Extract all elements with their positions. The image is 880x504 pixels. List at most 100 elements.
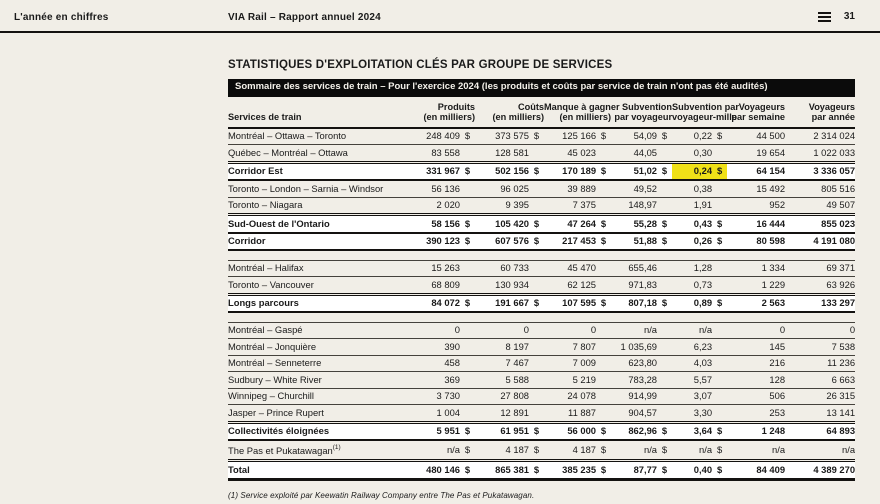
value-cell: 655,46 [628,262,658,274]
table-row: Sud-Ouest de l'Ontario 58 156 $105 420 $47 … [228,214,856,233]
value-cell: 51,88 [633,235,658,247]
value-cell: 47 264 [567,217,597,229]
dollar-sign [529,145,544,163]
dollar-sign: $ [464,297,471,309]
dollar-sign [460,405,475,423]
dollar-sign: $ [600,463,607,475]
voyageurs-annee: 64 893 [826,425,856,437]
value-cell: 58 156 [431,217,460,229]
dollar-sign: $ [661,425,668,437]
dollar-sign [596,197,611,215]
voyageurs-semaine: 15 492 [756,182,786,194]
service-name: Montréal – Ottawa – Toronto [228,130,347,142]
voyageurs-semaine: 44 500 [756,130,786,142]
value-cell: n/a [699,443,713,455]
value-cell: 0,73 [693,278,713,290]
dollar-sign: $ [533,217,540,229]
value-cell: 191 667 [495,297,530,309]
value-cell: 45 023 [567,146,597,158]
value-cell: 331 967 [426,165,460,177]
dollar-sign: $ [464,443,471,455]
voyageurs-semaine: 253 [769,406,786,418]
dollar-sign [460,277,475,295]
dollar-sign [712,145,727,163]
dollar-sign: $ [716,235,723,247]
value-cell: 4 187 [505,443,530,455]
value-cell: 107 595 [562,297,597,309]
dollar-sign [596,405,611,423]
dollar-sign [460,145,475,163]
voyageurs-annee: 49 507 [826,199,856,211]
dollar-sign [460,339,475,356]
dollar-sign: $ [600,425,607,437]
value-cell: 128 581 [495,146,530,158]
dollar-sign: $ [533,443,540,455]
service-name: Sudbury – White River [228,373,322,385]
dollar-sign: $ [712,162,728,181]
value-cell: n/a [446,443,460,455]
service-name: Québec – Montréal – Ottawa [228,146,348,158]
dollar-sign [712,277,727,295]
value-cell: 11 887 [568,406,597,418]
dollar-sign: $ [600,443,607,455]
dollar-sign: $ [533,297,540,309]
value-cell: 385 235 [562,463,597,475]
value-cell: 45 470 [567,262,597,274]
service-name: Sud-Ouest de l'Ontario [228,217,330,229]
service-name: Longs parcours [228,297,299,309]
dollar-sign: $ [716,443,723,455]
dollar-sign: $ [464,235,471,247]
value-cell: 4 187 [572,443,597,455]
dollar-sign [657,339,672,356]
value-cell: 105 420 [495,217,530,229]
dollar-sign [712,260,727,277]
value-cell: 0,30 [693,146,713,158]
value-cell: 5 951 [436,425,460,437]
dollar-sign: $ [464,463,471,475]
value-cell: 458 [444,357,460,369]
column-header-3: Manque à gagner (en milliers) [544,101,620,123]
dollar-sign [657,388,672,405]
dollar-sign [529,197,544,215]
value-cell: 607 576 [495,235,530,247]
header-doc-title: VIA Rail – Rapport annuel 2024 [228,12,381,23]
value-cell: n/a [699,324,713,336]
value-cell: 170 189 [562,165,597,177]
value-cell: 130 934 [495,278,530,290]
dollar-sign [712,372,727,389]
voyageurs-semaine: 1 248 [761,425,786,437]
table-row: Montréal – Senneterre 458 7 467 7 009 623,80… [228,355,856,372]
table-row: Toronto – Vancouver 68 809 130 934 62 125 97… [228,276,856,295]
value-cell: 5 588 [505,373,530,385]
voyageurs-semaine: 80 598 [756,235,786,247]
dollar-sign [596,260,611,277]
dollar-sign [529,405,544,423]
dollar-sign [460,372,475,389]
value-cell: 0,43 [693,217,713,229]
dollar-sign: $ [600,165,607,177]
value-cell: 373 575 [495,130,530,142]
value-cell: 56 000 [567,425,597,437]
value-cell: 49,52 [633,182,658,194]
hamburger-menu-icon[interactable] [817,11,831,22]
dollar-sign: $ [533,235,540,247]
voyageurs-annee: n/a [842,443,856,455]
value-cell: 5 219 [572,373,597,385]
value-cell: 8 197 [505,340,530,352]
dollar-sign [657,372,672,389]
value-cell: 61 951 [500,425,530,437]
table-row: Toronto – Niagara 2 020 9 395 7 375 148,97 1,… [228,197,856,215]
dollar-sign: $ [464,217,471,229]
dollar-sign [657,197,672,215]
value-cell: 62 125 [567,278,597,290]
value-cell: n/a [643,324,658,336]
dollar-sign: $ [600,130,607,142]
column-header-2: Coûts (en milliers) [492,101,545,123]
voyageurs-annee: 805 516 [821,182,856,194]
value-cell: 0,38 [693,182,713,194]
voyageurs-annee: 3 336 057 [813,165,856,177]
voyageurs-semaine: 84 409 [756,463,786,475]
dollar-sign [529,260,544,277]
dollar-sign [529,322,544,339]
value-cell: 904,57 [628,406,658,418]
